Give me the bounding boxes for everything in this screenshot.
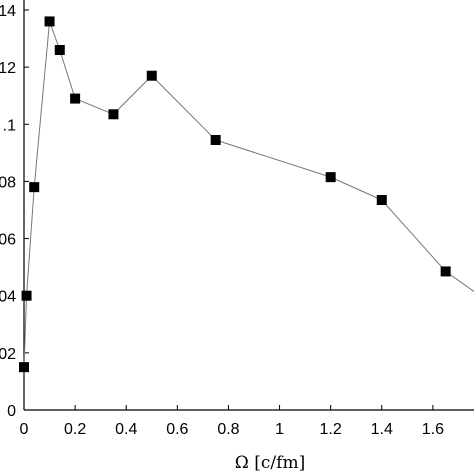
data-point-marker	[440, 266, 451, 277]
data-point-marker	[210, 135, 221, 145]
data-point-marker	[21, 290, 32, 301]
data-point-marker	[108, 109, 119, 120]
data-point-marker	[29, 182, 40, 193]
x-tick-label: 0	[20, 421, 29, 438]
y-tick-label: 06	[0, 232, 16, 249]
x-tick-label: 0.6	[166, 421, 188, 438]
x-tick-label: 0.8	[217, 421, 239, 438]
data-markers	[19, 16, 451, 373]
y-tick-label: 0	[7, 403, 16, 420]
data-point-marker	[325, 172, 336, 183]
x-tick-label: 0.4	[115, 421, 137, 438]
y-tick-label: .1	[3, 117, 16, 134]
data-point-marker	[70, 93, 81, 104]
y-tick-label: 14	[0, 3, 16, 20]
series-lines	[23, 21, 474, 368]
x-axis-label: Ω [c/fm]	[235, 453, 305, 473]
series-line	[23, 21, 474, 368]
x-tick-label: 0.2	[64, 421, 86, 438]
x-tick-label: 1.6	[422, 421, 444, 438]
y-tick-label: 12	[0, 60, 16, 77]
x-tick-label: 1.4	[371, 421, 393, 438]
plot-axes	[23, 0, 474, 411]
data-point-marker	[146, 70, 157, 81]
x-tick-label: 1	[275, 421, 284, 438]
y-tick-label: 02	[0, 346, 16, 363]
data-point-marker	[44, 16, 55, 27]
y-tick-label: 08	[0, 174, 16, 191]
data-point-marker	[19, 362, 29, 373]
x-tick-label: 1.2	[320, 421, 342, 438]
data-point-marker	[376, 195, 387, 205]
data-point-marker	[54, 45, 65, 55]
y-tick-label: 04	[0, 289, 16, 306]
